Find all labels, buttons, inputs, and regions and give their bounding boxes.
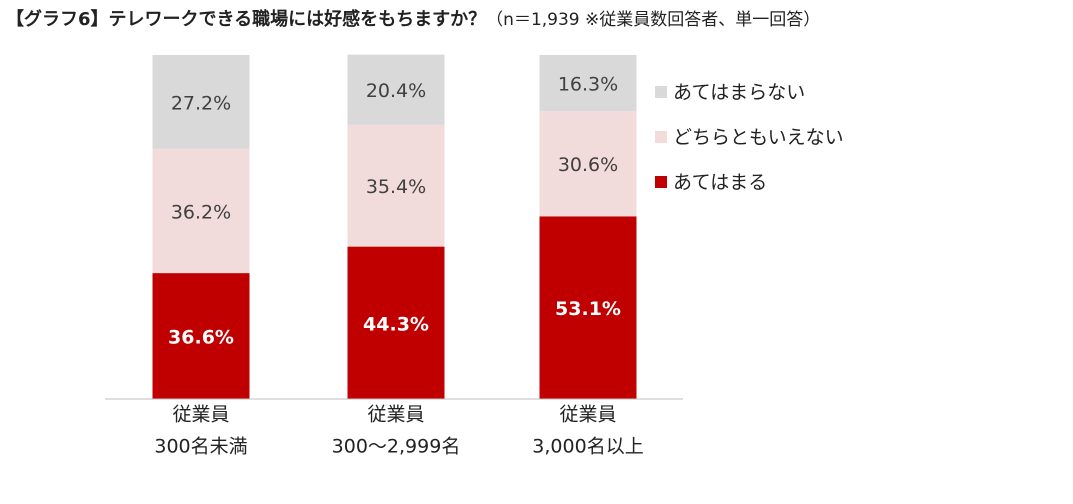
bar-segment — [347, 124, 445, 247]
bar-segment — [152, 148, 250, 274]
value-label: 44.3% — [363, 313, 429, 335]
x-tick-label: 3,000名以上 — [532, 436, 643, 458]
bar-segment — [539, 216, 637, 399]
bar-segment — [539, 55, 637, 112]
bar-segment — [152, 273, 250, 399]
legend-label: あてはまる — [673, 172, 767, 194]
value-label: 36.6% — [168, 327, 234, 349]
value-label: 35.4% — [366, 176, 426, 198]
chart-heading: 【グラフ6】テレワークできる職場には好感をもちますか？（n＝1,939 ※従業員… — [6, 8, 820, 30]
value-label: 36.2% — [171, 201, 231, 223]
value-label: 20.4% — [366, 80, 426, 102]
value-label: 16.3% — [558, 74, 618, 96]
bar-segment — [539, 111, 637, 217]
value-label: 27.2% — [171, 92, 231, 114]
x-tick-label: 従業員 — [367, 404, 424, 426]
legend-label: あてはまらない — [673, 82, 805, 104]
legend-swatch — [655, 131, 667, 143]
x-tick-label: 300～2,999名 — [332, 436, 461, 458]
legend-label: どちらともいえない — [673, 127, 844, 149]
value-label: 30.6% — [558, 154, 618, 176]
bar-segment — [347, 246, 445, 399]
x-tick-label: 300名未満 — [154, 436, 247, 458]
chart-subtitle: （n＝1,939 ※従業員数回答者、単一回答） — [486, 10, 820, 30]
x-tick-label: 従業員 — [559, 404, 616, 426]
value-label: 53.1% — [555, 298, 621, 320]
x-tick-label: 従業員 — [172, 404, 229, 426]
bar-segment — [347, 54, 445, 125]
bar-segment — [152, 55, 250, 149]
legend-swatch — [655, 176, 667, 188]
legend-swatch — [655, 86, 667, 98]
chart-title: 【グラフ6】テレワークできる職場には好感をもちますか？ — [6, 8, 486, 30]
